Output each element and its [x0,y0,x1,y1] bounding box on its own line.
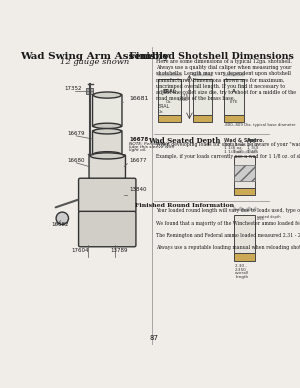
Ellipse shape [93,92,121,98]
Text: 1 1/8 oz.: 1 1/8 oz. [224,146,242,151]
Text: 2.75: 2.75 [179,94,189,98]
Bar [86,88,92,94]
Text: Oz.: Oz. [158,110,164,114]
FancyBboxPatch shape [79,178,136,212]
Ellipse shape [93,152,121,157]
Text: 1 1/2: 1 1/2 [247,143,258,147]
Text: When developing loads for shotshells be aware of your "wad seated depth." Here's: When developing loads for shotshells be … [156,142,300,159]
Text: 2.30 -: 2.30 - [235,264,247,268]
Text: 16681: 16681 [123,97,148,102]
Text: Appro.: Appro. [247,138,265,143]
Text: Here are some dimensions of a typical 12ga. shotshell. Always use a quality dial: Here are some dimensions of a typical 12… [156,59,296,101]
FancyBboxPatch shape [92,94,122,126]
Text: 16677: 16677 [129,158,146,163]
Text: 13789: 13789 [110,248,128,253]
Ellipse shape [93,123,121,128]
Text: seated depth: seated depth [257,215,280,218]
Bar [158,80,181,114]
Bar [234,188,255,195]
Bar [224,114,244,122]
Text: light oil.: light oil. [129,148,147,152]
Bar [193,80,212,114]
Text: 16680: 16680 [67,158,85,163]
Text: -.500: -.500 [178,98,189,102]
Bar [193,114,212,122]
Text: 16678: 16678 [129,137,148,142]
Text: 1 3/4: 1 3/4 [247,146,258,151]
Text: .065: .065 [257,217,265,221]
Text: 16682: 16682 [52,222,69,227]
Text: overall: overall [235,272,249,275]
Text: NOTE: Periodically: NOTE: Periodically [129,142,169,146]
Text: 2.350: 2.350 [235,268,247,272]
Text: 1 4/5: 1 4/5 [247,150,258,154]
FancyBboxPatch shape [79,211,136,247]
Text: LITE: LITE [229,100,238,104]
FancyArrowPatch shape [56,200,77,207]
Text: Your loaded round length will vary due to loads used, type of wads, and brand of: Your loaded round length will vary due t… [156,208,300,251]
Text: Wad Seated Depth: Wad Seated Depth [148,137,221,145]
Text: ERAL: ERAL [162,90,176,95]
Bar [234,165,254,181]
Bar [234,215,255,253]
Text: Finished Round Information: Finished Round Information [135,203,234,208]
Text: Wad & Shot: Wad & Shot [224,138,256,143]
Bar [224,80,244,114]
Text: ERAL: ERAL [158,104,170,109]
Text: 16679: 16679 [67,131,85,136]
Text: Finished Shotshell Dimensions: Finished Shotshell Dimensions [129,52,293,61]
Text: 7/8 - 1 oz.: 7/8 - 1 oz. [224,143,245,147]
FancyBboxPatch shape [92,130,122,155]
Bar [158,114,181,122]
Text: 1 1/4 oz.: 1 1/4 oz. [224,150,242,154]
Ellipse shape [90,153,124,159]
Circle shape [56,212,68,224]
Text: length: length [235,275,248,279]
Ellipse shape [93,128,121,134]
Text: Oz.: Oz. [166,100,172,104]
Text: lube this sleeve with: lube this sleeve with [129,145,174,149]
FancyBboxPatch shape [89,155,125,178]
Bar [234,156,255,188]
Text: Wad Swing Arm Assembly: Wad Swing Arm Assembly [20,52,169,61]
Text: A: A [232,90,236,95]
Text: 17352: 17352 [64,86,82,91]
Text: 12 gauge shown: 12 gauge shown [60,58,130,66]
Text: 87: 87 [149,336,158,341]
Bar [234,253,255,261]
Text: .800-.809 Dia. typical base diameter: .800-.809 Dia. typical base diameter [224,123,295,127]
Text: 13840: 13840 [129,187,146,192]
Text: 17604: 17604 [71,248,89,253]
